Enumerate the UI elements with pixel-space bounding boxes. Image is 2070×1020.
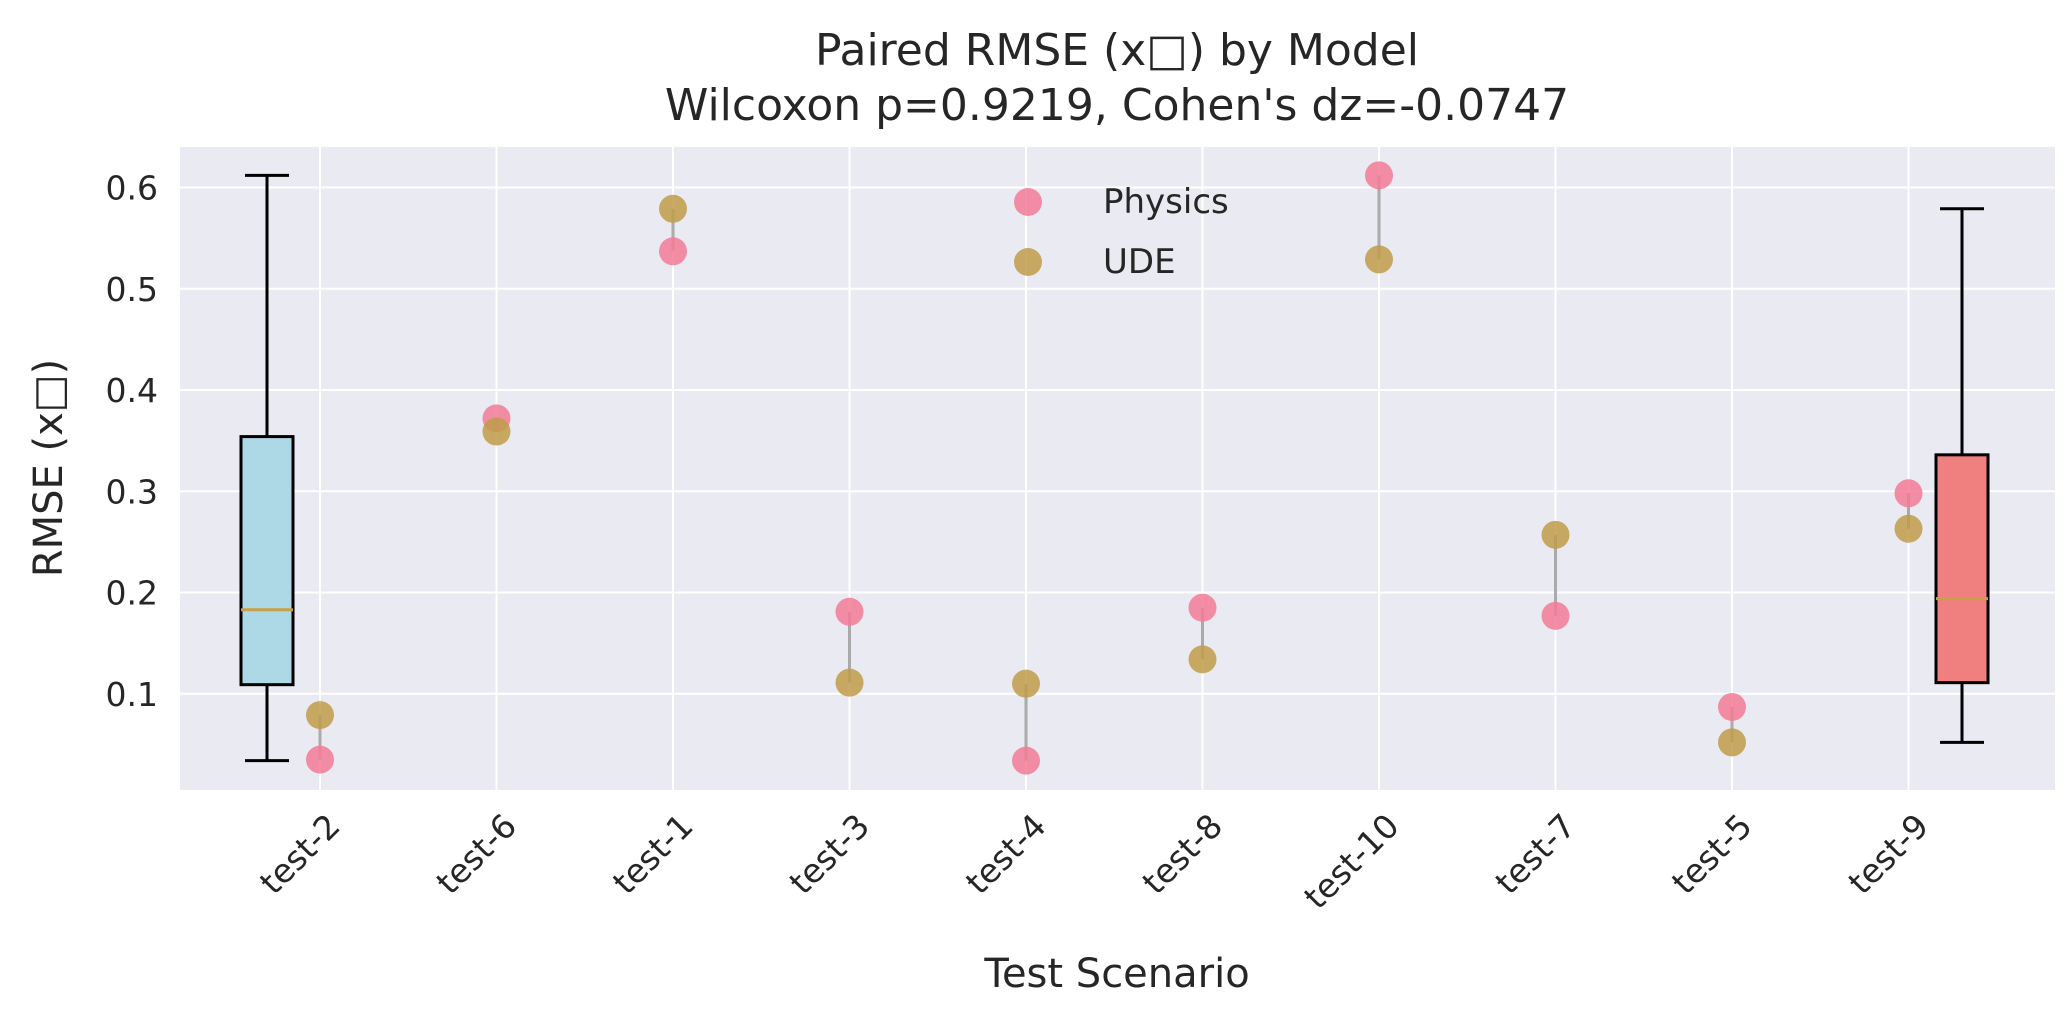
point-physics-test-1 (659, 237, 687, 266)
boxplot-physics (239, 173, 295, 763)
x-axis-ticks: test-2 test-6 test-1 test-3 test-4 test-8 test… (252, 806, 1936, 917)
point-ude-test-7 (1541, 520, 1570, 549)
boxplot-ude (1934, 207, 1990, 744)
x-tick-label-test-6: test-6 (428, 806, 524, 902)
legend-marker-ude (1014, 248, 1042, 276)
chart-title: Paired RMSE (x□) by Model (815, 25, 1419, 76)
x-axis-label: Test Scenario (983, 951, 1249, 997)
boxplots (239, 173, 1990, 763)
legend-marker-physics (1014, 188, 1042, 216)
point-ude-test-5 (1718, 728, 1746, 757)
point-ude-test-1 (659, 194, 687, 223)
x-tick-label-test-8: test-8 (1134, 806, 1230, 902)
legend-label-physics: Physics (1103, 182, 1229, 222)
plot-area (180, 147, 2055, 790)
point-physics-test-8 (1188, 593, 1217, 622)
y-tick-label: 0.2 (106, 574, 158, 613)
y-tick-label: 0.1 (106, 675, 158, 714)
point-ude-test-3 (835, 668, 864, 697)
x-tick-label-test-2: test-2 (252, 806, 348, 902)
x-tick-label-test-4: test-4 (958, 806, 1054, 902)
point-physics-test-4 (1012, 746, 1040, 775)
y-tick-label: 0.4 (106, 371, 158, 410)
point-physics-test-10 (1365, 161, 1393, 190)
x-tick-label-test-3: test-3 (781, 806, 877, 902)
box-iqr (1934, 453, 1990, 685)
data-points (306, 161, 1923, 775)
point-ude-test-4 (1012, 669, 1040, 698)
box-iqr (239, 435, 295, 687)
point-ude-test-9 (1894, 514, 1923, 543)
y-axis-ticks: 0.1 0.2 0.3 0.4 0.5 0.6 (106, 169, 158, 714)
legend-label-ude: UDE (1103, 242, 1176, 282)
point-physics-test-5 (1718, 692, 1746, 721)
y-axis-label: RMSE (x□) (26, 359, 72, 577)
y-tick-label: 0.3 (106, 472, 158, 511)
point-physics-test-3 (835, 597, 864, 626)
point-physics-test-9 (1894, 479, 1923, 508)
x-tick-label-test-7: test-7 (1487, 806, 1583, 902)
point-ude-test-10 (1365, 245, 1393, 274)
y-tick-label: 0.5 (106, 270, 158, 309)
legend: Physics UDE (1014, 182, 1229, 282)
point-physics-test-2 (306, 745, 334, 774)
chart-subtitle: Wilcoxon p=0.9219, Cohen's dz=-0.0747 (665, 80, 1569, 131)
point-ude-test-2 (306, 701, 334, 730)
x-tick-label-test-10: test-10 (1296, 806, 1407, 917)
point-ude-test-6 (482, 417, 511, 446)
point-ude-test-8 (1188, 645, 1217, 674)
y-tick-label: 0.6 (106, 169, 158, 208)
x-tick-label-test-9: test-9 (1840, 806, 1936, 902)
point-physics-test-7 (1541, 601, 1570, 630)
x-tick-label-test-5: test-5 (1664, 806, 1760, 902)
x-tick-label-test-1: test-1 (605, 806, 701, 902)
